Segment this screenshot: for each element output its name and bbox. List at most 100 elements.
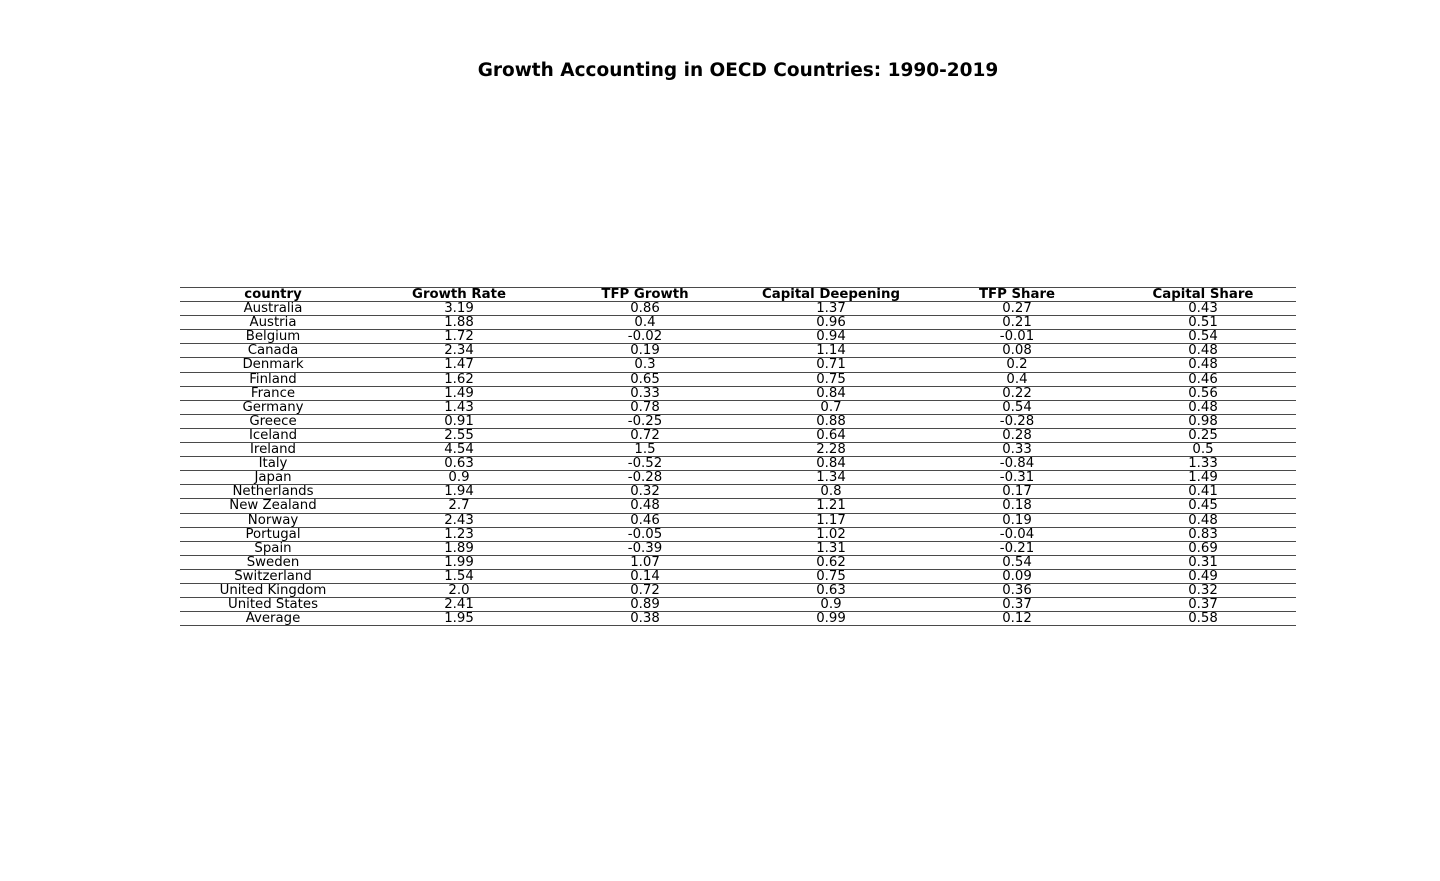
table-cell: 1.89 [366, 540, 552, 556]
table-cell: 0.14 [552, 568, 738, 584]
table-body: Australia 3.19 0.86 1.37 0.27 0.43 Austria 1.88… [180, 301, 1296, 627]
table-cell: 0.64 [738, 427, 924, 444]
table-cell: 0.56 [1110, 385, 1296, 401]
table-cell: 1.49 [366, 385, 552, 401]
country-cell: Finland [180, 371, 366, 387]
table-cell: 1.07 [552, 554, 738, 570]
table-cell: -0.02 [552, 329, 738, 345]
table-cell: 0.58 [1110, 611, 1296, 627]
table-cell: 0.48 [1110, 399, 1296, 415]
country-cell: Belgium [180, 329, 366, 345]
table-cell: 0.36 [924, 582, 1110, 599]
table-cell: 0.32 [1110, 582, 1296, 599]
table-cell: 0.91 [366, 413, 552, 429]
table-cell: 1.99 [366, 554, 552, 570]
table-cell: 1.31 [738, 540, 924, 556]
country-cell: United States [180, 597, 366, 613]
table-cell: 1.88 [366, 315, 552, 331]
table-cell: 0.27 [924, 301, 1110, 317]
table-row: United States 2.41 0.89 0.9 0.37 0.37 [180, 597, 1296, 613]
table-cell: 0.84 [738, 385, 924, 401]
table-cell: 1.72 [366, 329, 552, 345]
table-cell: 0.43 [1110, 301, 1296, 317]
table-cell: -0.05 [552, 526, 738, 542]
table-cell: 0.75 [738, 371, 924, 387]
table-cell: 0.3 [552, 357, 738, 373]
table-cell: 1.33 [1110, 456, 1296, 472]
table-cell: 0.8 [738, 484, 924, 500]
table-cell: 0.41 [1110, 484, 1296, 500]
table-cell: 0.48 [552, 498, 738, 514]
country-cell: Ireland [180, 442, 366, 458]
table-cell: 0.9 [738, 597, 924, 613]
table-row: Portugal 1.23 -0.05 1.02 -0.04 0.83 [180, 526, 1296, 542]
table-row: Belgium 1.72 -0.02 0.94 -0.01 0.54 [180, 329, 1296, 345]
table-cell: 0.4 [924, 371, 1110, 387]
table-row: Sweden 1.99 1.07 0.62 0.54 0.31 [180, 554, 1296, 570]
country-cell: Average [180, 611, 366, 627]
column-header-capital-share: Capital Share [1110, 286, 1296, 303]
country-cell: Germany [180, 399, 366, 415]
table-cell: 3.19 [366, 301, 552, 317]
column-header-capital-deepening: Capital Deepening [738, 286, 924, 303]
table-row: Japan 0.9 -0.28 1.34 -0.31 1.49 [180, 470, 1296, 486]
table-row: Iceland 2.55 0.72 0.64 0.28 0.25 [180, 427, 1296, 444]
chart-title: Growth Accounting in OECD Countries: 199… [477, 60, 999, 81]
table-cell: 0.98 [1110, 413, 1296, 429]
table-cell: 0.75 [738, 568, 924, 584]
table-cell: 0.54 [924, 399, 1110, 415]
table-cell: 1.62 [366, 371, 552, 387]
table-cell: 0.7 [738, 399, 924, 415]
country-cell: Japan [180, 470, 366, 486]
country-cell: Portugal [180, 526, 366, 542]
table-cell: 0.48 [1110, 512, 1296, 528]
table-row: New Zealand 2.7 0.48 1.21 0.18 0.45 [180, 498, 1296, 514]
table-cell: 0.31 [1110, 554, 1296, 570]
table-cell: 1.5 [552, 442, 738, 458]
country-cell: Austria [180, 315, 366, 331]
country-cell: France [180, 385, 366, 401]
table-cell: -0.28 [924, 413, 1110, 429]
table-cell: -0.21 [924, 540, 1110, 556]
table-cell: 0.62 [738, 554, 924, 570]
table-cell: 0.48 [1110, 343, 1296, 359]
table-cell: 0.86 [552, 301, 738, 317]
table-cell: 1.34 [738, 470, 924, 486]
table-row: Austria 1.88 0.4 0.96 0.21 0.51 [180, 315, 1296, 331]
data-table: country Growth Rate TFP Growth Capital Deep… [180, 286, 1296, 627]
country-cell: Iceland [180, 427, 366, 444]
table-cell: 0.33 [552, 385, 738, 401]
table-cell: -0.31 [924, 470, 1110, 486]
country-cell: Spain [180, 540, 366, 556]
column-header-tfp-share: TFP Share [924, 286, 1110, 303]
table-cell: 0.28 [924, 427, 1110, 444]
table-row: Italy 0.63 -0.52 0.84 -0.84 1.33 [180, 456, 1296, 472]
table-cell: 0.96 [738, 315, 924, 331]
country-cell: Netherlands [180, 484, 366, 500]
table-cell: 2.28 [738, 442, 924, 458]
country-cell: Sweden [180, 554, 366, 570]
table-cell: 0.4 [552, 315, 738, 331]
table-cell: 0.18 [924, 498, 1110, 514]
country-cell: United Kingdom [180, 582, 366, 599]
table-cell: -0.84 [924, 456, 1110, 472]
country-cell: Italy [180, 456, 366, 472]
table-cell: 1.02 [738, 526, 924, 542]
table-header: country Growth Rate TFP Growth Capital Deep… [180, 286, 1296, 303]
table-cell: 0.49 [1110, 568, 1296, 584]
table-cell: 0.21 [924, 315, 1110, 331]
table-cell: 0.51 [1110, 315, 1296, 331]
table-cell: 0.72 [552, 427, 738, 444]
table-cell: 0.32 [552, 484, 738, 500]
country-cell: Greece [180, 413, 366, 429]
table-row: Netherlands 1.94 0.32 0.8 0.17 0.41 [180, 484, 1296, 500]
table-cell: 0.54 [924, 554, 1110, 570]
table-cell: 0.12 [924, 611, 1110, 627]
table-cell: 1.49 [1110, 470, 1296, 486]
table-cell: 1.23 [366, 526, 552, 542]
table-cell: 2.41 [366, 597, 552, 613]
table-cell: 0.99 [738, 611, 924, 627]
country-cell: New Zealand [180, 498, 366, 514]
table-cell: 0.9 [366, 470, 552, 486]
table-cell: 0.22 [924, 385, 1110, 401]
